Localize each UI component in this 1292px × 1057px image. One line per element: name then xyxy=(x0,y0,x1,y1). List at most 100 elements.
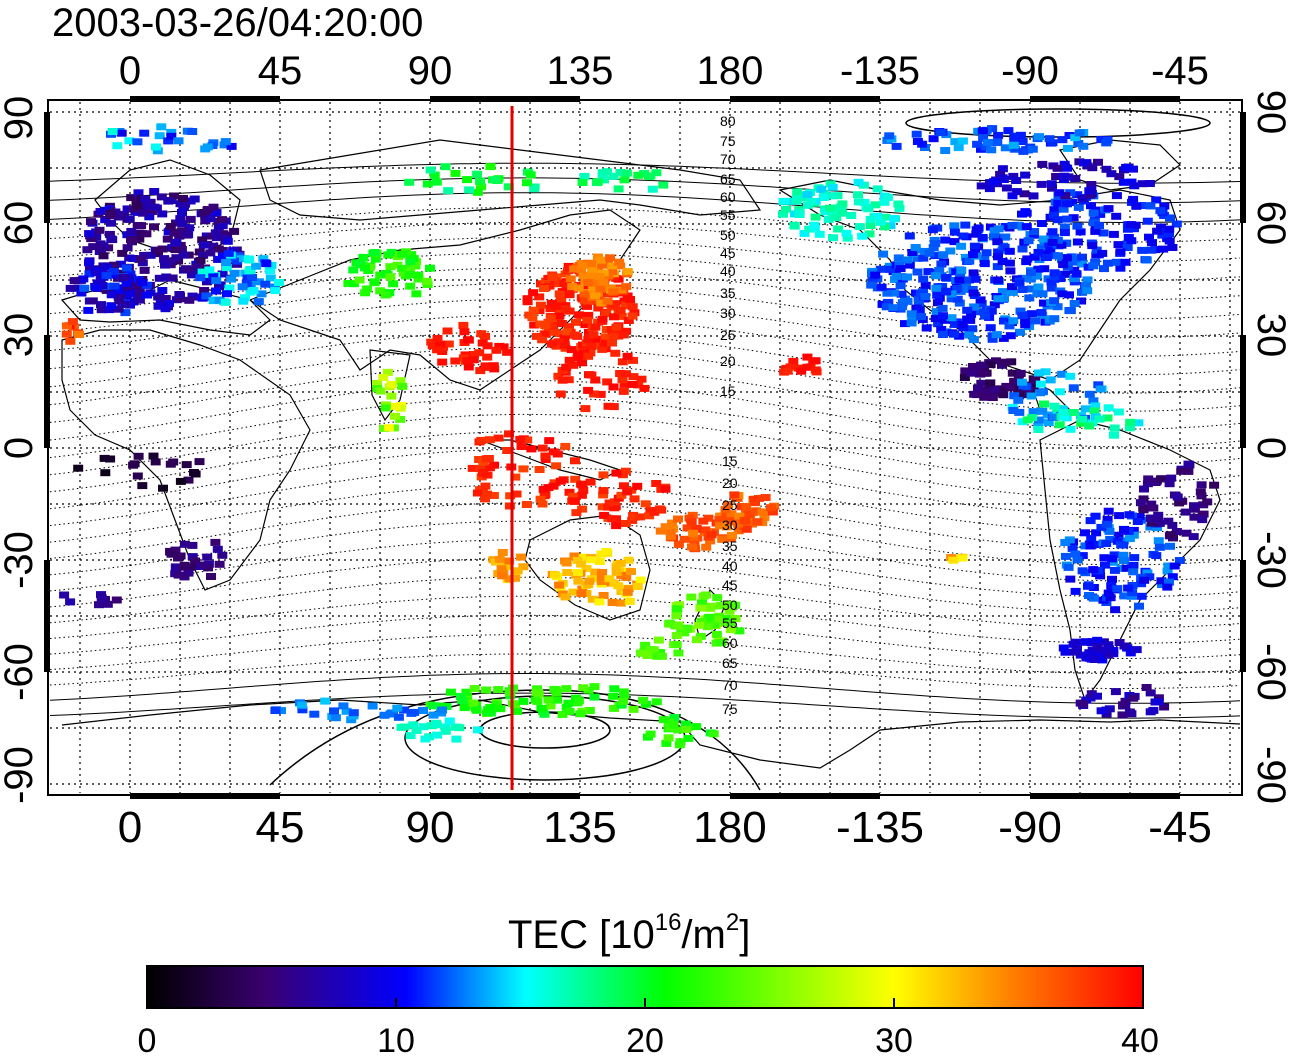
tec-cell xyxy=(375,271,386,279)
tec-cell xyxy=(84,230,95,238)
tec-cell xyxy=(782,367,793,375)
tec-cell xyxy=(951,268,962,276)
tec-cell xyxy=(976,300,987,307)
tec-cell xyxy=(167,274,178,282)
tec-cell xyxy=(1070,175,1081,182)
tec-cell xyxy=(665,528,676,536)
tec-cell xyxy=(595,285,606,293)
coastline xyxy=(1039,419,1221,702)
tec-cell xyxy=(871,212,882,220)
tec-cell xyxy=(679,535,690,543)
tec-cell xyxy=(96,306,107,314)
tec-cell xyxy=(576,266,587,274)
tec-cell xyxy=(1077,552,1088,560)
tec-cell xyxy=(891,272,902,280)
tec-cell xyxy=(1097,249,1108,257)
tec-cell xyxy=(551,462,562,470)
tec-cell xyxy=(183,251,194,259)
tec-cell xyxy=(170,546,181,554)
tec-cell xyxy=(502,447,513,454)
tec-cell xyxy=(614,258,625,266)
tec-cell xyxy=(1093,381,1104,389)
tec-cell xyxy=(870,201,881,209)
tec-cell xyxy=(1084,592,1094,599)
tec-cell xyxy=(1028,384,1039,392)
tec-cell xyxy=(663,734,674,742)
tec-cell xyxy=(688,534,699,542)
tec-cell xyxy=(642,652,653,659)
tec-cell xyxy=(619,482,629,490)
tec-cell xyxy=(1027,310,1037,318)
tec-cell xyxy=(608,403,619,411)
tec-cell xyxy=(65,598,76,606)
tec-cell xyxy=(644,512,655,520)
tec-cell xyxy=(596,578,607,585)
tec-cell xyxy=(1141,256,1152,264)
tec-cell xyxy=(229,269,240,277)
tec-cell xyxy=(1145,202,1156,210)
tec-cell xyxy=(894,261,905,269)
tec-cell xyxy=(976,379,987,387)
tec-cell xyxy=(1188,533,1199,541)
tec-cell xyxy=(1000,233,1011,241)
lon-label-bottom-0: 0 xyxy=(118,803,142,852)
tec-cell xyxy=(154,274,165,282)
tec-cell xyxy=(608,172,619,180)
tec-cell xyxy=(560,442,571,450)
tec-cell xyxy=(1100,648,1111,656)
tec-cell xyxy=(1209,481,1220,489)
tec-cell xyxy=(1101,165,1112,173)
tec-cell xyxy=(535,495,546,503)
tec-cell xyxy=(937,304,948,312)
tec-cell xyxy=(504,575,515,583)
tec-cell xyxy=(785,363,796,371)
tec-cell xyxy=(1037,407,1048,415)
tec-cell xyxy=(496,565,507,573)
tec-cell xyxy=(964,331,975,339)
tec-cell xyxy=(108,267,119,275)
tec-cell xyxy=(726,600,737,608)
tec-cell xyxy=(608,300,619,308)
tec-cell xyxy=(980,312,991,320)
tec-cell xyxy=(884,132,895,140)
tec-cell xyxy=(99,454,110,462)
tec-cell xyxy=(151,143,161,151)
tec-cell xyxy=(992,238,1003,246)
tec-cell xyxy=(900,295,910,303)
tec-cell xyxy=(355,260,366,268)
tec-cell xyxy=(232,257,243,265)
tec-cell xyxy=(804,225,815,233)
tec-cell xyxy=(1026,269,1036,277)
tec-cell xyxy=(1061,215,1072,223)
tec-cell xyxy=(1141,684,1152,691)
tec-cell xyxy=(78,275,89,283)
tec-cell xyxy=(687,543,697,551)
tec-cell xyxy=(165,257,176,265)
tec-cell xyxy=(405,258,416,265)
tec-cell xyxy=(863,205,874,213)
tec-cell xyxy=(358,253,369,261)
tec-cell xyxy=(700,526,711,534)
tec-cell xyxy=(531,332,542,340)
tec-cell xyxy=(675,738,686,746)
tec-cell xyxy=(189,195,200,203)
tec-cell xyxy=(1011,188,1022,196)
tec-cell xyxy=(987,335,998,343)
tec-cell xyxy=(594,598,605,606)
colorbar-title-end: ] xyxy=(739,913,750,957)
tec-cell xyxy=(178,563,189,571)
tec-cell xyxy=(534,466,545,473)
tec-cell xyxy=(723,615,734,623)
tec-cell xyxy=(162,235,173,243)
contour-label: 80 xyxy=(720,113,736,129)
tec-cell xyxy=(224,284,235,292)
tec-cell xyxy=(98,252,109,260)
tec-cell xyxy=(474,349,485,357)
tec-cell xyxy=(997,288,1008,296)
tec-cell xyxy=(692,636,702,644)
tec-cell xyxy=(173,571,184,579)
tec-cell xyxy=(957,137,968,145)
tec-cell xyxy=(521,501,532,508)
tec-cell xyxy=(611,568,622,576)
tec-cell xyxy=(464,186,475,194)
